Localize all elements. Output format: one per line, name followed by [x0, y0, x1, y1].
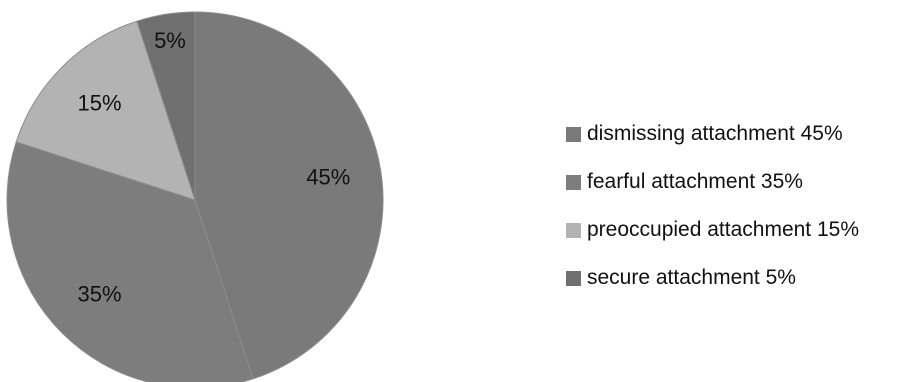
legend-label: dismissing attachment 45%: [587, 122, 843, 145]
pie-chart: 45% 35% 15% 5%: [6, 11, 384, 382]
legend-swatch-icon: [566, 270, 581, 286]
slice-data-label: 35%: [78, 281, 122, 306]
legend-item: preoccupied attachment 15%: [566, 206, 859, 254]
legend-label: secure attachment 5%: [587, 266, 796, 289]
pie-slice: [6, 141, 254, 382]
pie-slice: [15, 20, 196, 201]
legend-swatch-icon: [566, 174, 581, 190]
slice-labels: 45% 35% 15% 5%: [78, 28, 351, 306]
legend-item: secure attachment 5%: [566, 254, 859, 302]
legend-item: fearful attachment 35%: [566, 158, 859, 206]
legend-item: dismissing attachment 45%: [566, 110, 859, 158]
chart-legend: dismissing attachment 45% fearful attachm…: [566, 110, 859, 302]
slice-data-label: 15%: [78, 90, 122, 115]
slice-data-label: 5%: [154, 28, 186, 53]
slice-data-label: 45%: [306, 165, 350, 190]
legend-swatch-icon: [566, 126, 581, 142]
pie-slices: [6, 11, 384, 382]
legend-swatch-icon: [566, 222, 581, 238]
pie-slice: [194, 11, 384, 380]
legend-label: fearful attachment 35%: [587, 170, 803, 193]
pie-slice: [136, 11, 196, 201]
legend-label: preoccupied attachment 15%: [587, 218, 860, 241]
